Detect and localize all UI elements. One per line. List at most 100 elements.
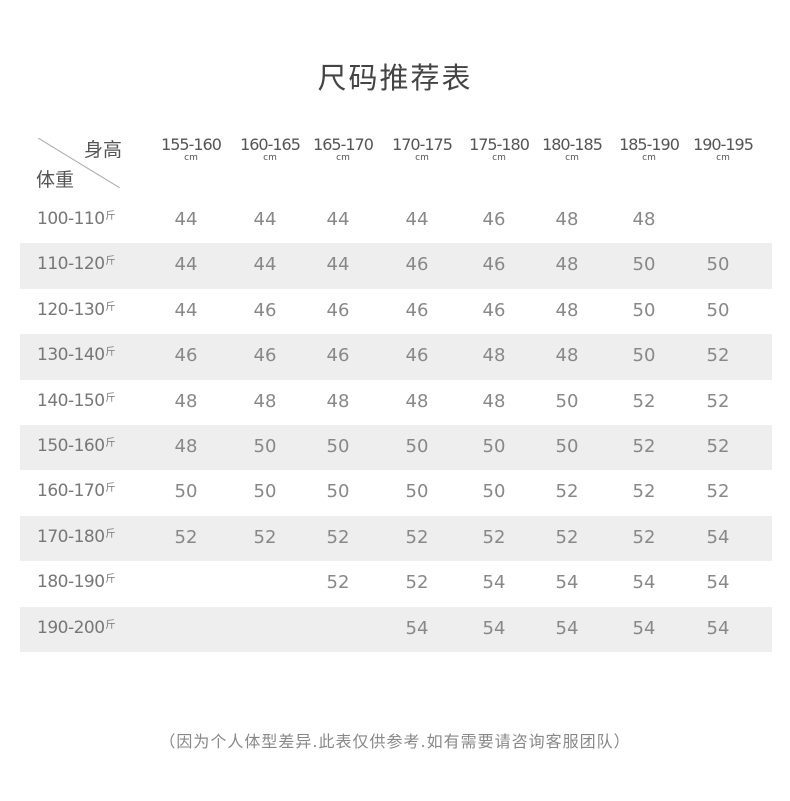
weight-range-value: 170-180 xyxy=(37,526,105,547)
weight-range: 140-150斤 xyxy=(37,391,116,411)
column-header: 190-195 cm xyxy=(683,136,763,163)
size-cell: 46 xyxy=(326,299,350,321)
weight-range: 170-180斤 xyxy=(37,526,116,547)
height-unit: cm xyxy=(716,153,730,163)
table-row: 110-120斤 44 44 44 46 46 48 50 50 xyxy=(20,243,772,289)
weight-unit: 斤 xyxy=(105,619,116,631)
size-cell: 50 xyxy=(632,254,656,276)
size-cell: 46 xyxy=(482,254,506,276)
weight-range: 120-130斤 xyxy=(37,299,116,320)
table-row: 150-160斤 48 50 50 50 50 50 52 52 xyxy=(20,425,772,471)
table-row: 130-140斤 46 46 46 46 48 48 50 52 xyxy=(20,334,772,380)
size-cell: 50 xyxy=(174,481,198,503)
weight-range-value: 130-140 xyxy=(37,345,105,366)
weight-range-value: 100-110 xyxy=(37,209,105,229)
height-unit: cm xyxy=(336,153,350,163)
size-cell: 50 xyxy=(706,299,730,321)
weight-range: 110-120斤 xyxy=(37,254,116,274)
weight-range: 100-110斤 xyxy=(37,209,116,229)
size-cell: 44 xyxy=(253,254,277,276)
size-cell: 46 xyxy=(482,299,506,321)
size-cell: 52 xyxy=(706,436,730,457)
weight-unit: 斤 xyxy=(105,211,116,222)
size-cell: 46 xyxy=(482,209,506,230)
size-cell: 54 xyxy=(706,617,730,639)
height-unit: cm xyxy=(263,153,277,163)
height-unit: cm xyxy=(415,153,429,163)
size-cell: 54 xyxy=(405,617,429,639)
height-range: 180-185 xyxy=(542,135,603,154)
size-cell: 54 xyxy=(555,572,579,594)
table-row: 100-110斤 44 44 44 44 46 48 48 xyxy=(20,198,772,243)
weight-unit: 斤 xyxy=(105,347,116,359)
size-cell: 44 xyxy=(405,209,429,230)
size-cell: 54 xyxy=(482,572,506,594)
size-cell: 52 xyxy=(706,481,730,503)
corner-diagonal-divider xyxy=(38,138,120,188)
weight-range-value: 190-200 xyxy=(37,617,105,638)
size-cell: 54 xyxy=(706,572,730,594)
size-cell: 48 xyxy=(482,345,506,367)
size-cell: 52 xyxy=(326,572,350,594)
column-header: 175-180 cm xyxy=(459,136,539,163)
size-cell: 50 xyxy=(555,390,579,412)
weight-unit: 斤 xyxy=(105,256,116,268)
size-cell: 54 xyxy=(632,572,656,594)
size-cell: 48 xyxy=(555,254,579,276)
size-cell: 52 xyxy=(253,526,277,548)
size-cell: 50 xyxy=(253,436,277,457)
size-cell: 46 xyxy=(405,254,429,276)
page-title: 尺码推荐表 xyxy=(317,61,473,95)
size-cell: 52 xyxy=(482,526,506,548)
weight-range: 160-170斤 xyxy=(37,481,116,501)
size-cell: 52 xyxy=(555,526,579,548)
size-cell: 48 xyxy=(555,299,579,321)
size-cell: 48 xyxy=(555,209,579,230)
size-cell: 50 xyxy=(326,436,350,457)
size-cell: 48 xyxy=(482,390,506,412)
size-cell: 48 xyxy=(253,390,277,412)
height-axis-label: 身高 xyxy=(84,139,123,161)
size-cell: 54 xyxy=(555,617,579,639)
size-cell: 52 xyxy=(555,481,579,503)
table-row: 160-170斤 50 50 50 50 50 52 52 52 xyxy=(20,470,772,515)
size-cell: 46 xyxy=(326,345,350,367)
size-cell: 44 xyxy=(174,299,198,321)
size-cell: 48 xyxy=(174,436,198,457)
size-cell: 46 xyxy=(405,299,429,321)
weight-unit: 斤 xyxy=(105,574,116,586)
size-cell: 44 xyxy=(253,209,277,230)
size-cell: 50 xyxy=(482,436,506,457)
table-row: 190-200斤 54 54 54 54 54 xyxy=(20,606,772,652)
size-cell: 48 xyxy=(632,209,656,230)
size-cell: 46 xyxy=(405,345,429,367)
table-row: 140-150斤 48 48 48 48 48 50 52 52 xyxy=(20,380,772,425)
size-cell: 48 xyxy=(174,390,198,412)
weight-range-value: 120-130 xyxy=(37,299,105,320)
table-row: 120-130斤 44 46 46 46 46 48 50 50 xyxy=(20,289,772,334)
column-header: 155-160 cm xyxy=(151,136,231,163)
table-row: 170-180斤 52 52 52 52 52 52 52 54 xyxy=(20,515,772,562)
height-range: 160-165 xyxy=(240,135,301,154)
disclaimer-note: （因为个人体型差异.此表仅供参考.如有需要请咨询客服团队） xyxy=(159,732,631,751)
weight-unit: 斤 xyxy=(105,392,116,404)
size-cell: 50 xyxy=(706,254,730,276)
weight-unit: 斤 xyxy=(105,301,116,313)
size-cell: 46 xyxy=(253,345,277,367)
height-range: 155-160 xyxy=(161,135,222,154)
height-range: 170-175 xyxy=(392,135,453,154)
size-cell: 50 xyxy=(253,481,277,503)
size-cell: 50 xyxy=(632,299,656,321)
height-range: 185-190 xyxy=(619,135,680,154)
size-cell: 50 xyxy=(482,481,506,503)
weight-range: 190-200斤 xyxy=(37,617,116,638)
size-cell: 44 xyxy=(174,254,198,276)
size-cell: 52 xyxy=(632,436,656,457)
size-cell: 54 xyxy=(632,617,656,639)
height-range: 165-170 xyxy=(313,135,374,154)
weight-range-value: 180-190 xyxy=(37,572,105,593)
size-cell: 54 xyxy=(482,617,506,639)
size-cell: 44 xyxy=(326,254,350,276)
size-cell: 46 xyxy=(253,299,277,321)
